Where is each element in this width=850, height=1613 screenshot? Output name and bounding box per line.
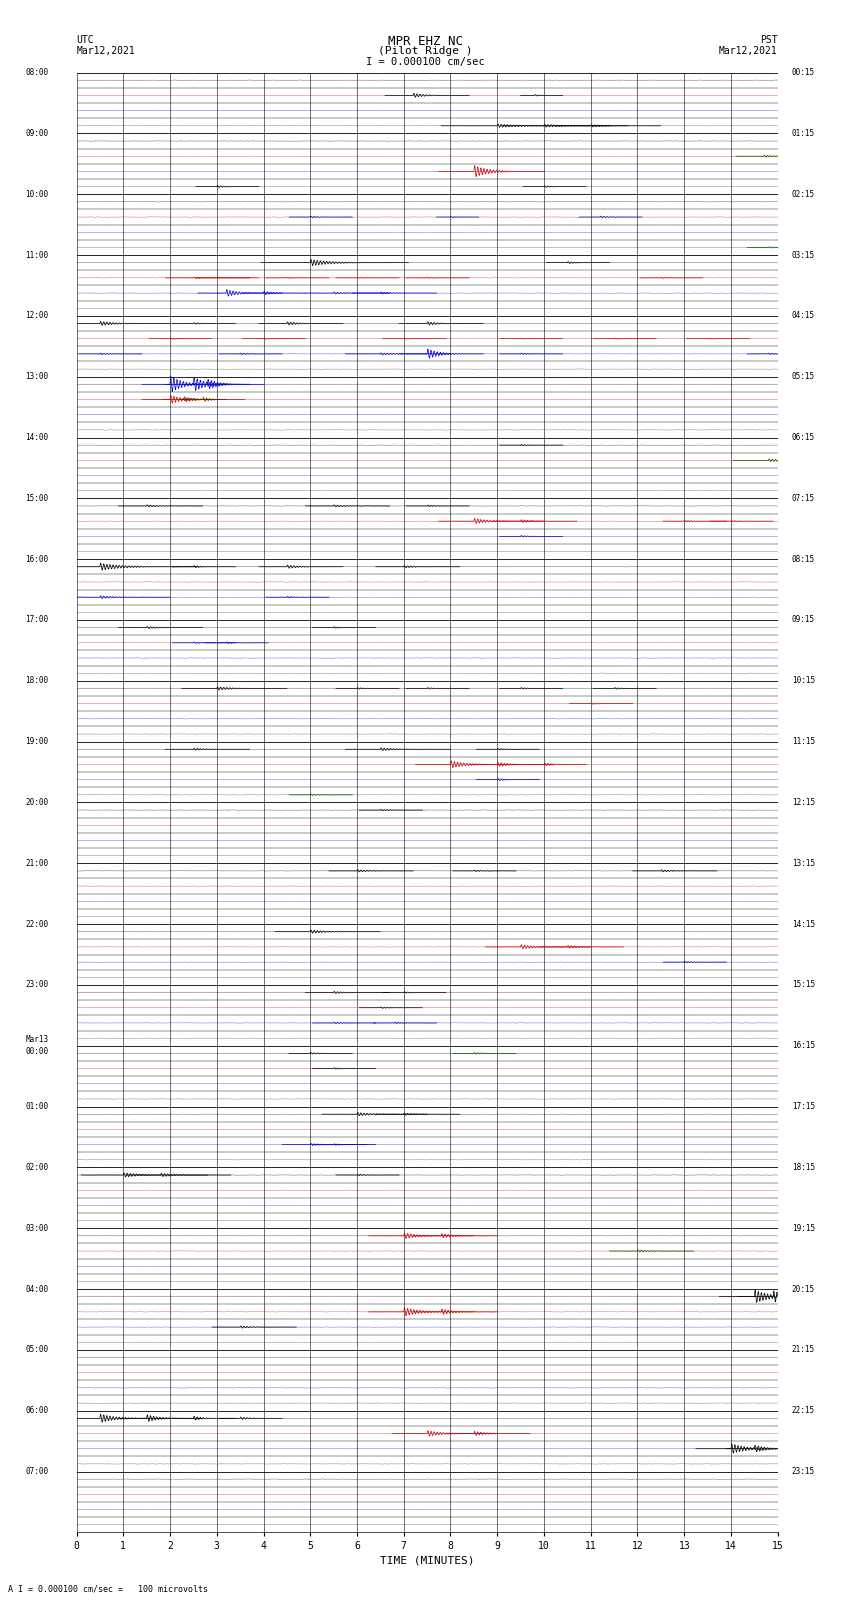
Text: 01:15: 01:15	[791, 129, 815, 137]
Text: 23:00: 23:00	[26, 981, 48, 989]
Text: 02:00: 02:00	[26, 1163, 48, 1173]
Text: 21:00: 21:00	[26, 858, 48, 868]
Text: 22:00: 22:00	[26, 919, 48, 929]
Text: 19:00: 19:00	[26, 737, 48, 747]
Text: 15:00: 15:00	[26, 494, 48, 503]
Text: 06:15: 06:15	[791, 432, 815, 442]
Text: 22:15: 22:15	[791, 1407, 815, 1415]
Text: UTC: UTC	[76, 35, 94, 45]
Text: 10:15: 10:15	[791, 676, 815, 686]
Text: PST: PST	[760, 35, 778, 45]
Text: 13:15: 13:15	[791, 858, 815, 868]
Text: A I = 0.000100 cm/sec =   100 microvolts: A I = 0.000100 cm/sec = 100 microvolts	[8, 1584, 208, 1594]
Text: (Pilot Ridge ): (Pilot Ridge )	[377, 45, 473, 56]
Text: 09:00: 09:00	[26, 129, 48, 137]
Text: MPR EHZ NC: MPR EHZ NC	[388, 35, 462, 48]
Text: 14:00: 14:00	[26, 432, 48, 442]
Text: 04:00: 04:00	[26, 1284, 48, 1294]
Text: 07:15: 07:15	[791, 494, 815, 503]
Text: 10:00: 10:00	[26, 190, 48, 198]
Text: 21:15: 21:15	[791, 1345, 815, 1355]
Text: 03:00: 03:00	[26, 1224, 48, 1232]
Text: Mar13: Mar13	[26, 1036, 48, 1044]
Text: 13:00: 13:00	[26, 373, 48, 381]
Text: 08:00: 08:00	[26, 68, 48, 77]
Text: 07:00: 07:00	[26, 1468, 48, 1476]
Text: 05:00: 05:00	[26, 1345, 48, 1355]
Text: 00:15: 00:15	[791, 68, 815, 77]
Text: Mar12,2021: Mar12,2021	[719, 45, 778, 56]
Text: 15:15: 15:15	[791, 981, 815, 989]
X-axis label: TIME (MINUTES): TIME (MINUTES)	[380, 1555, 474, 1566]
Text: I = 0.000100 cm/sec: I = 0.000100 cm/sec	[366, 58, 484, 68]
Text: 16:00: 16:00	[26, 555, 48, 563]
Text: 20:15: 20:15	[791, 1284, 815, 1294]
Text: 16:15: 16:15	[791, 1042, 815, 1050]
Text: 09:15: 09:15	[791, 616, 815, 624]
Text: 20:00: 20:00	[26, 798, 48, 806]
Text: 18:15: 18:15	[791, 1163, 815, 1173]
Text: 14:15: 14:15	[791, 919, 815, 929]
Text: 17:00: 17:00	[26, 616, 48, 624]
Text: 12:00: 12:00	[26, 311, 48, 321]
Text: 08:15: 08:15	[791, 555, 815, 563]
Text: 11:15: 11:15	[791, 737, 815, 747]
Text: Mar12,2021: Mar12,2021	[76, 45, 135, 56]
Text: 04:15: 04:15	[791, 311, 815, 321]
Text: 23:15: 23:15	[791, 1468, 815, 1476]
Text: 12:15: 12:15	[791, 798, 815, 806]
Text: 18:00: 18:00	[26, 676, 48, 686]
Text: 03:15: 03:15	[791, 250, 815, 260]
Text: 00:00: 00:00	[26, 1047, 48, 1057]
Text: 02:15: 02:15	[791, 190, 815, 198]
Text: 17:15: 17:15	[791, 1102, 815, 1111]
Text: 06:00: 06:00	[26, 1407, 48, 1415]
Text: 01:00: 01:00	[26, 1102, 48, 1111]
Text: 19:15: 19:15	[791, 1224, 815, 1232]
Text: 05:15: 05:15	[791, 373, 815, 381]
Text: 11:00: 11:00	[26, 250, 48, 260]
